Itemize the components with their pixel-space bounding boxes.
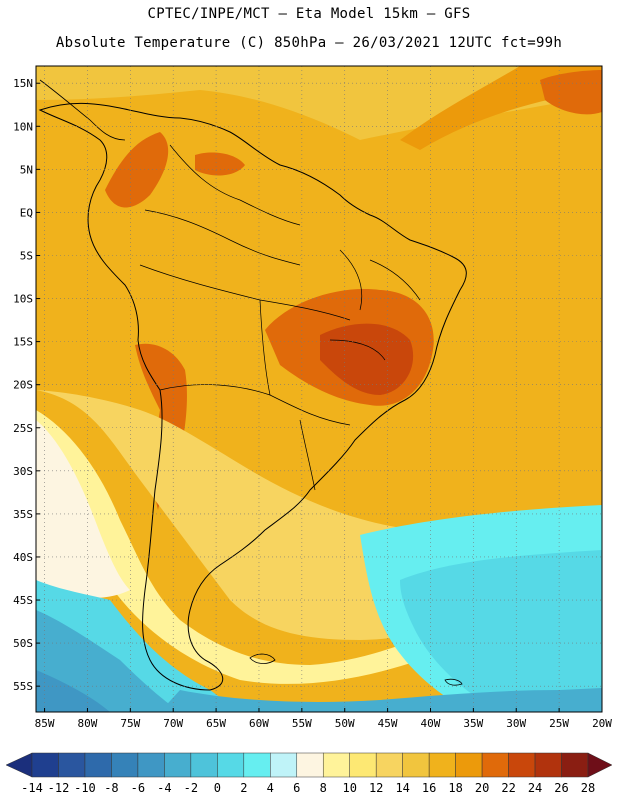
lat-tick-label: 5S [20, 249, 33, 262]
lat-tick-label: 55S [13, 680, 33, 693]
border-line [259, 299, 271, 396]
lat-tick-label: 20S [13, 379, 33, 392]
lat-tick-label: 10S [13, 293, 33, 306]
lat-tick-label: 10N [13, 120, 33, 133]
lon-tick-label: 45W [378, 717, 398, 730]
field-brazil-core [320, 323, 414, 395]
lon-tick-label: 50W [335, 717, 355, 730]
lat-tick-label: EQ [20, 206, 33, 219]
field-pacific-blue [36, 610, 180, 712]
lat-tick-label: 35S [13, 508, 33, 521]
border-line [299, 419, 316, 491]
lon-tick-label: 80W [78, 717, 98, 730]
field-pacific-pale [36, 420, 130, 599]
border-line [239, 199, 301, 226]
border-line [369, 259, 421, 301]
border-line [139, 264, 351, 321]
lat-tick-label: 15N [13, 77, 33, 90]
lat-tick-label: 50S [13, 637, 33, 650]
lat-tick-label: 5N [20, 163, 33, 176]
lon-tick-label: 30W [506, 717, 526, 730]
lon-tick-label: 75W [120, 717, 140, 730]
border-line [169, 144, 241, 201]
border-line [329, 339, 386, 361]
chart-title-line-2: Absolute Temperature (C) 850hPa – 26/03/… [55, 35, 563, 51]
map-frame [35, 65, 603, 713]
field-pacific-deepblue [36, 670, 110, 712]
south-america-coastline [38, 102, 467, 691]
central-america-coastline [39, 79, 126, 141]
field-south-cold [160, 688, 602, 712]
lat-tick-label: 15S [13, 336, 33, 349]
temperature-field [36, 66, 602, 712]
lon-tick-label: 65W [206, 717, 226, 730]
border-line [144, 209, 301, 266]
chart-title-line-1: CPTEC/INPE/MCT – Eta Model 15km – GFS [147, 6, 471, 22]
lon-tick-label: 35W [463, 717, 483, 730]
field-atlantic-hot [540, 70, 602, 115]
lat-tick-label: 30S [13, 465, 33, 478]
lon-tick-label: 20W [592, 717, 612, 730]
lat-tick-label: 45S [13, 594, 33, 607]
lon-tick-label: 60W [249, 717, 269, 730]
border-line [339, 249, 363, 311]
lon-tick-label: 55W [292, 717, 312, 730]
south-georgia-outline [444, 678, 463, 686]
lon-tick-label: 40W [421, 717, 441, 730]
longitude-axis: 85W 80W 75W 70W 65W 60W 55W 50W 45W 40W 35W 30W 25W 2… [35, 708, 612, 730]
field-andes-north [105, 132, 169, 208]
field-atlantic-cyan-dark [400, 550, 602, 712]
field-north-yellow [36, 66, 602, 140]
field-venezuela-hot [195, 152, 245, 176]
latitude-axis: 15N 10N 5N EQ 5S 10S 15S 20S 25S 30S 35S 40S 45S 50S 5… [13, 77, 40, 693]
falklands-outline [249, 653, 276, 664]
lon-tick-label: 70W [163, 717, 183, 730]
lat-tick-label: 40S [13, 551, 33, 564]
lon-tick-label: 25W [549, 717, 569, 730]
lon-tick-label: 85W [35, 717, 55, 730]
lat-tick-label: 25S [13, 422, 33, 435]
